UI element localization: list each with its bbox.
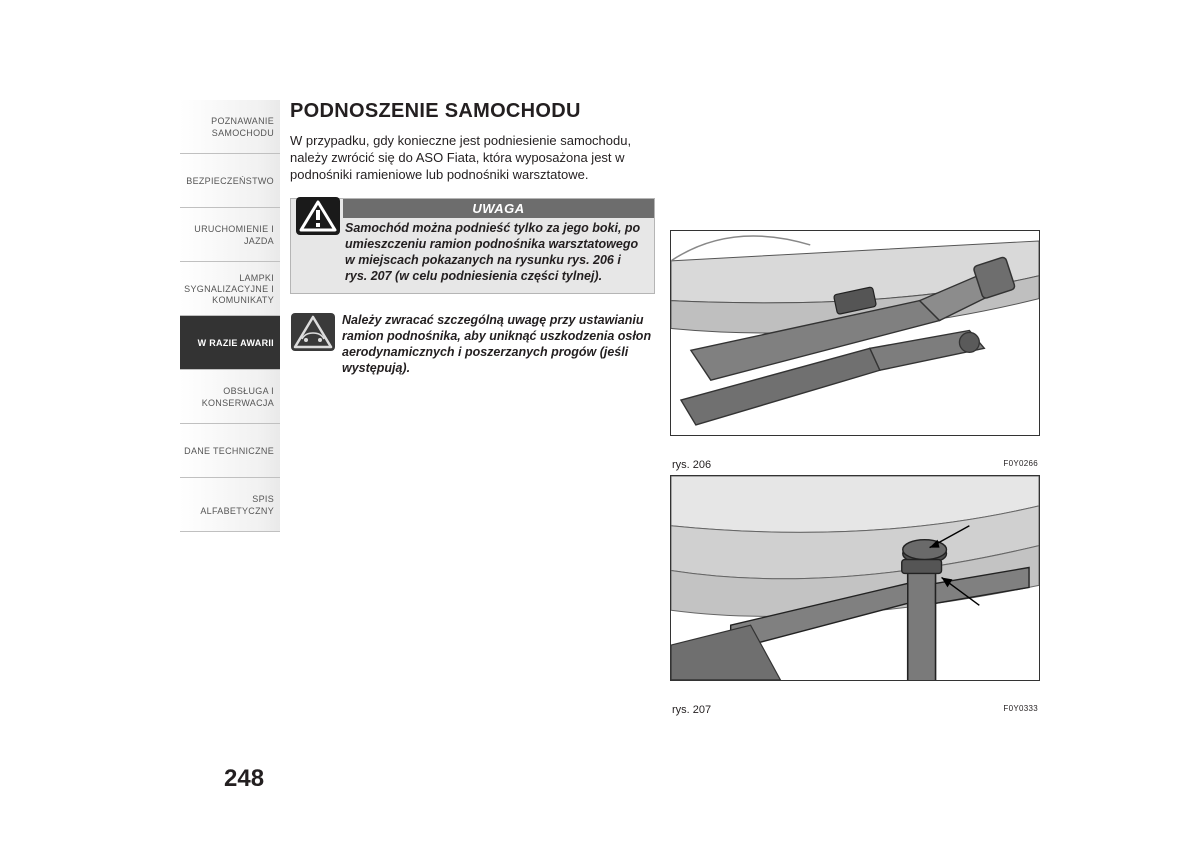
tab-label: BEZPIECZEŃSTWO: [186, 176, 274, 187]
tab-label: SAMOCHODU: [212, 128, 274, 139]
tab-lampki[interactable]: LAMPKI SYGNALIZACYJNE I KOMUNIKATY: [180, 262, 280, 316]
warning-title: UWAGA: [343, 199, 654, 218]
figure-code: F0Y0266: [1003, 459, 1038, 471]
warning-triangle-icon: [295, 196, 341, 236]
tab-w-razie-awarii[interactable]: W RAZIE AWARII: [180, 316, 280, 370]
page-title: PODNOSZENIE SAMOCHODU: [290, 100, 655, 123]
tab-label: W RAZIE AWARII: [198, 338, 274, 349]
figures-column: rys. 206 F0Y0266: [670, 230, 1040, 720]
tab-poznawanie[interactable]: POZNAWANIE SAMOCHODU: [180, 100, 280, 154]
tab-uruchomienie[interactable]: URUCHOMIENIE I JAZDA: [180, 208, 280, 262]
note-text: Należy zwracać szczególną uwagę przy ust…: [336, 312, 655, 377]
figure-caption: rys. 206: [672, 459, 711, 471]
figure-207: rys. 207 F0Y0333: [670, 475, 1040, 716]
figure-206: rys. 206 F0Y0266: [670, 230, 1040, 471]
warning-box: UWAGA Samochód można podnieść tylko za j…: [290, 198, 655, 294]
content-column: PODNOSZENIE SAMOCHODU W przypadku, gdy k…: [290, 100, 655, 387]
tab-label: LAMPKI: [239, 273, 274, 284]
tab-label: KONSERWACJA: [202, 398, 274, 409]
tab-label: DANE TECHNICZNE: [184, 446, 274, 457]
tab-label: KOMUNIKATY: [212, 295, 274, 306]
tab-spis[interactable]: SPIS ALFABETYCZNY: [180, 478, 280, 532]
tab-label: OBSŁUGA I: [223, 386, 274, 397]
tab-label: URUCHOMIENIE I: [194, 224, 274, 235]
tab-label: SYGNALIZACYJNE I: [184, 284, 274, 295]
tab-dane-techniczne[interactable]: DANE TECHNICZNE: [180, 424, 280, 478]
figure-code: F0Y0333: [1003, 704, 1038, 716]
intro-paragraph: W przypadku, gdy konieczne jest podniesi…: [290, 133, 655, 184]
tab-obsluga[interactable]: OBSŁUGA I KONSERWACJA: [180, 370, 280, 424]
tab-label: POZNAWANIE: [211, 116, 274, 127]
tab-label: SPIS ALFABETYCZNY: [184, 494, 274, 517]
section-tabs: POZNAWANIE SAMOCHODU BEZPIECZEŃSTWO URUC…: [180, 100, 280, 532]
warning-text: Samochód można podnieść tylko za jego bo…: [341, 220, 646, 285]
figure-caption: rys. 207: [672, 704, 711, 716]
page-number: 248: [224, 765, 264, 793]
note-block: Należy zwracać szczególną uwagę przy ust…: [290, 312, 655, 377]
tab-bezpieczenstwo[interactable]: BEZPIECZEŃSTWO: [180, 154, 280, 208]
jack-under-side-illustration: [671, 231, 1039, 435]
tab-label: JAZDA: [244, 236, 274, 247]
jack-under-rear-illustration: [671, 476, 1039, 680]
car-lift-icon: [290, 312, 336, 352]
